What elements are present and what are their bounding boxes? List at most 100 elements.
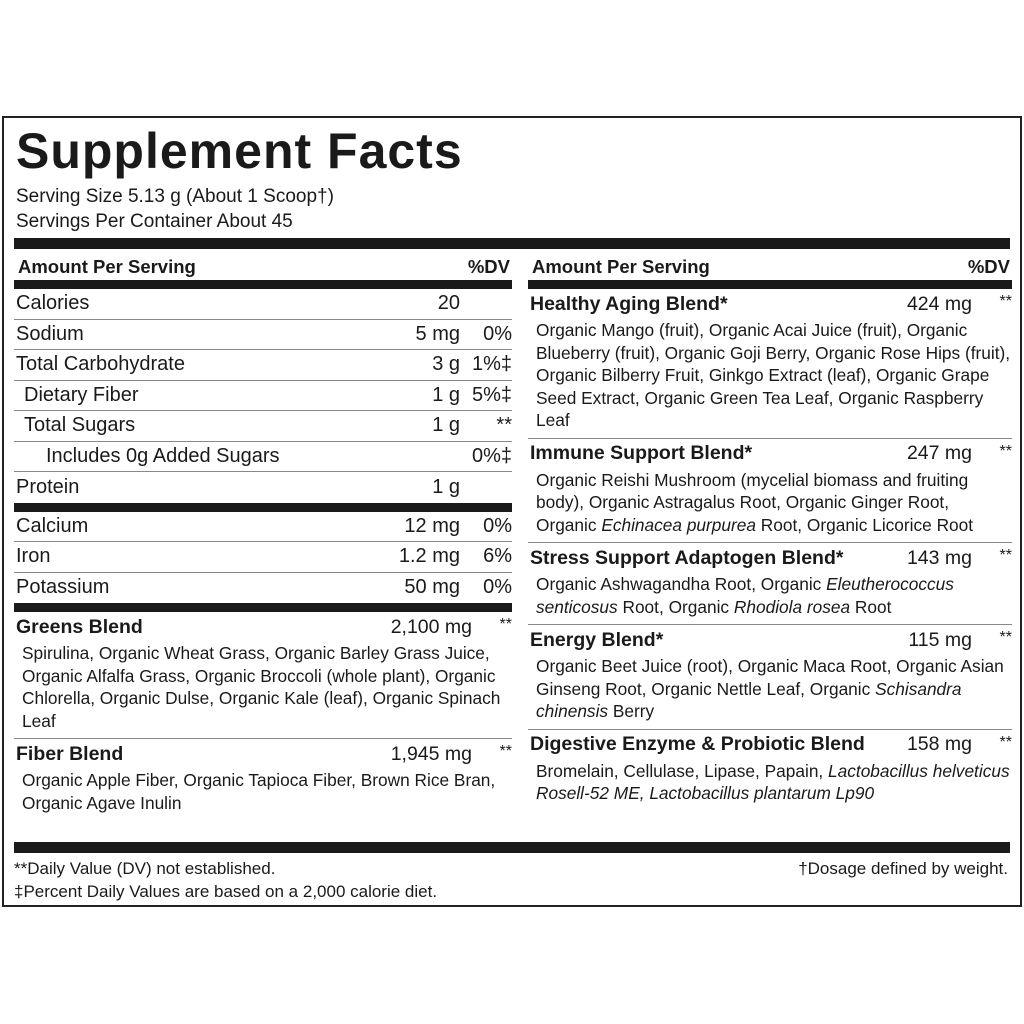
blend-amount: 158 mg — [906, 733, 972, 755]
blend-name: Immune Support Blend* — [530, 442, 753, 464]
blend-amount: 115 mg — [908, 628, 972, 651]
blend-ingredients: Organic Apple Fiber, Organic Tapioca Fib… — [14, 769, 512, 814]
blend-ingredients: Organic Reishi Mushroom (mycelial biomas… — [528, 469, 1012, 537]
nutrient-label: Total Sugars — [24, 414, 136, 437]
nutrient-row: Dietary Fiber 1 g 5%‡ — [14, 381, 512, 411]
ingredient-text: Organic Apple Fiber, Organic Tapioca Fib… — [22, 770, 496, 813]
blend-dv: ** — [999, 547, 1012, 564]
ingredient-text: Root — [850, 596, 892, 617]
ingredient-text: Eleutherococcus senticosus — [536, 574, 954, 617]
blend-ingredients: Spirulina, Organic Wheat Grass, Organic … — [14, 642, 512, 732]
footnote-dv: **Daily Value (DV) not established. — [14, 859, 276, 878]
ingredient-text: Echinacea purpurea — [601, 514, 756, 535]
ingredient-text: Berry — [608, 701, 655, 721]
nutrient-dv: 0% — [483, 514, 512, 537]
blend-ingredients: Organic Mango (fruit), Organic Acai Juic… — [528, 319, 1012, 432]
nutrient-dv: 5%‡ — [471, 383, 512, 406]
ingredient-text: Rhodiola rosea — [733, 596, 851, 617]
nutrient-label: Iron — [16, 545, 51, 568]
nutrient-amount: 1 g — [432, 414, 460, 437]
title: Supplement Facts — [16, 123, 463, 179]
blend-header: Energy Blend* 115 mg ** — [528, 625, 1012, 655]
nutrient-label: Potassium — [16, 576, 110, 599]
blend-name: Stress Support Adaptogen Blend* — [530, 546, 844, 569]
dv-header: %DV — [467, 256, 510, 277]
nutrient-label: Includes 0g Added Sugars — [46, 444, 280, 467]
ingredient-text: Organic Mango (fruit), Organic Acai Juic… — [536, 320, 1011, 430]
blend-name: Fiber Blend — [16, 742, 124, 765]
servings-per-container: Servings Per Container About 45 — [16, 211, 293, 232]
divider — [14, 603, 512, 612]
nutrient-dv: 1%‡ — [471, 353, 512, 376]
blend-3: Energy Blend* 115 mg ** Organic Beet Juice … — [528, 625, 1012, 730]
ingredient-text: Lactobacillus helveticus Rosell-52 ME, L… — [536, 760, 1010, 804]
amount-header: Amount Per Serving — [532, 256, 710, 277]
blend-dv: ** — [499, 616, 512, 633]
nutrient-row: Iron 1.2 mg 6% — [14, 542, 512, 573]
blend-0: Greens Blend 2,100 mg ** Spirulina, Organic… — [14, 612, 512, 739]
ingredient-text: Schisandra chinensis — [536, 678, 962, 722]
blend-1: Fiber Blend 1,945 mg ** Organic Apple Fiber… — [14, 739, 512, 820]
blend-header: Stress Support Adaptogen Blend* 143 mg ** — [528, 543, 1012, 573]
divider — [14, 842, 1010, 853]
nutrient-label: Total Carbohydrate — [16, 353, 185, 376]
blend-dv: ** — [999, 733, 1012, 751]
blend-ingredients: Bromelain, Cellulase, Lipase, Papain, La… — [528, 760, 1012, 805]
blend-2: Stress Support Adaptogen Blend* 143 mg ** O… — [528, 543, 1012, 625]
nutrient-amount: 50 mg — [404, 576, 460, 599]
ingredient-text: Bromelain, Cellulase, Lipase, Papain, — [536, 760, 829, 781]
right-column: Amount Per Serving %DV Healthy Aging Ble… — [528, 254, 1012, 811]
nutrient-dv: 6% — [483, 545, 512, 568]
dv-header: %DV — [967, 256, 1010, 277]
nutrient-dv: ** — [496, 414, 512, 437]
nutrient-label: Sodium — [16, 322, 84, 345]
blend-4: Digestive Enzyme & Probiotic Blend 158 mg… — [528, 730, 1012, 811]
blend-ingredients: Organic Ashwagandha Root, Organic Eleuth… — [528, 573, 1012, 618]
divider — [14, 280, 512, 289]
supplement-facts-panel: Supplement Facts Serving Size 5.13 g (Ab… — [2, 116, 1022, 907]
footnote-percent: ‡Percent Daily Values are based on a 2,0… — [14, 882, 438, 901]
blend-dv: ** — [999, 629, 1012, 646]
nutrient-row: Sodium 5 mg 0% — [14, 320, 512, 350]
blend-amount: 143 mg — [906, 546, 972, 569]
blend-amount: 247 mg — [906, 442, 972, 464]
blend-1: Immune Support Blend* 247 mg ** Organic Rei… — [528, 439, 1012, 543]
nutrient-label: Dietary Fiber — [24, 383, 139, 406]
nutrient-row: Calories 20 — [14, 289, 512, 320]
blend-dv: ** — [999, 293, 1012, 310]
nutrient-amount: 3 g — [432, 353, 460, 376]
blend-name: Greens Blend — [16, 615, 143, 638]
blend-name: Digestive Enzyme & Probiotic Blend — [530, 733, 865, 755]
nutrient-amount: 5 mg — [415, 322, 460, 345]
blend-header: Healthy Aging Blend* 424 mg ** — [528, 289, 1012, 319]
ingredient-text: Organic Reishi Mushroom (mycelial biomas… — [536, 469, 969, 535]
nutrient-row: Total Sugars 1 g ** — [14, 411, 512, 442]
left-column: Amount Per Serving %DV Calories 20 Sodium 5… — [14, 254, 512, 820]
ingredient-text: Root, Organic — [617, 596, 734, 617]
divider — [14, 238, 1010, 249]
column-header: Amount Per Serving %DV — [528, 254, 1012, 280]
nutrient-row: Calcium 12 mg 0% — [14, 512, 512, 542]
blend-header: Immune Support Blend* 247 mg ** — [528, 439, 1012, 469]
serving-size: Serving Size 5.13 g (About 1 Scoop†) — [16, 186, 334, 207]
blend-ingredients: Organic Beet Juice (root), Organic Maca … — [528, 655, 1012, 723]
blend-header: Greens Blend 2,100 mg ** — [14, 612, 512, 642]
footnote-dosage: †Dosage defined by weight. — [798, 859, 1008, 878]
ingredient-text: Organic Beet Juice (root), Organic Maca … — [536, 656, 1004, 699]
blend-amount: 2,100 mg — [390, 615, 472, 638]
nutrient-row: Total Carbohydrate 3 g 1%‡ — [14, 350, 512, 381]
nutrient-label: Calcium — [16, 514, 89, 537]
blend-dv: ** — [999, 442, 1012, 460]
blend-amount: 1,945 mg — [390, 742, 472, 765]
nutrient-row: Includes 0g Added Sugars 0%‡ — [14, 442, 512, 472]
nutrient-row: Protein 1 g — [14, 472, 512, 503]
blend-header: Digestive Enzyme & Probiotic Blend 158 mg… — [528, 730, 1012, 760]
nutrient-amount: 1 g — [432, 383, 460, 406]
nutrient-dv: 0% — [483, 322, 512, 345]
ingredient-text: Organic Ashwagandha Root, Organic — [536, 574, 827, 594]
nutrient-dv: 0% — [483, 576, 512, 599]
ingredient-text: Spirulina, Organic Wheat Grass, Organic … — [22, 643, 501, 731]
nutrient-label: Calories — [16, 292, 90, 315]
blend-name: Energy Blend* — [530, 628, 664, 651]
ingredient-text: Root, Organic Licorice Root — [756, 514, 974, 535]
